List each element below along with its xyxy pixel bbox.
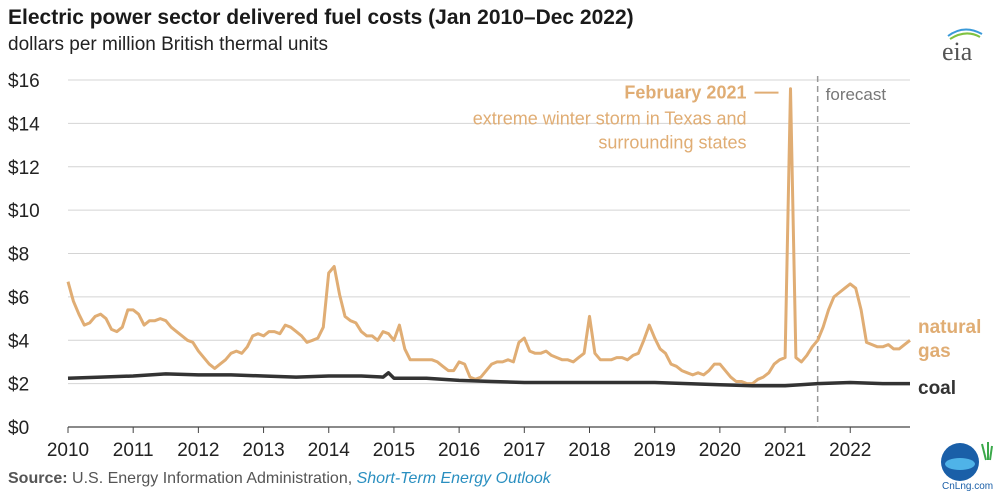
eia-logo-text: eia [942,37,973,66]
cnlng-watermark: CnLng.com [941,442,993,492]
x-tick-label: 2011 [113,440,154,461]
chart-subtitle: dollars per million British thermal unit… [8,34,328,55]
y-tick-label: $2 [8,375,29,396]
series-label-natural-gas: gas [918,341,951,362]
y-tick-label: $14 [8,114,40,135]
x-tick-label: 2022 [829,440,871,461]
x-tick-label: 2013 [242,440,284,461]
source-org: U.S. Energy Information Administration, [72,470,353,487]
x-tick-label: 2010 [47,440,89,461]
x-tick-label: 2012 [177,440,219,461]
y-tick-label: $6 [8,288,29,309]
source-publication: Short-Term Energy Outlook [356,470,551,487]
x-tick-label: 2021 [764,440,806,461]
forecast-label: forecast [826,85,887,104]
y-tick-label: $0 [8,418,29,439]
y-tick-label: $8 [8,245,29,266]
x-tick-label: 2018 [568,440,610,461]
series-label-coal: coal [918,378,956,399]
y-tick-label: $10 [8,201,40,222]
x-tick-label: 2016 [438,440,480,461]
x-tick-label: 2020 [699,440,741,461]
x-tick-label: 2014 [308,440,351,461]
annotation-title: February 2021 [624,83,746,103]
series-label-natural-gas: natural [918,317,981,338]
x-tick-label: 2017 [503,440,545,461]
series-line-coal [67,371,910,388]
y-tick-label: $12 [8,158,40,179]
source-line: Source: U.S. Energy Information Administ… [8,470,551,488]
annotation-text: surrounding states [598,133,746,153]
eia-logo: eia [942,28,983,66]
y-tick-label: $16 [8,71,40,92]
source-label: Source: [8,470,68,487]
x-tick-label: 2019 [634,440,676,461]
chart-title: Electric power sector delivered fuel cos… [8,6,634,29]
series-line-natural-gas [66,87,911,386]
eia-logo-swoosh [947,28,983,37]
y-tick-label: $4 [8,331,30,352]
annotation-text: extreme winter storm in Texas and [473,109,747,129]
x-tick-label: 2015 [373,440,415,461]
watermark-text: CnLng.com [942,481,993,492]
